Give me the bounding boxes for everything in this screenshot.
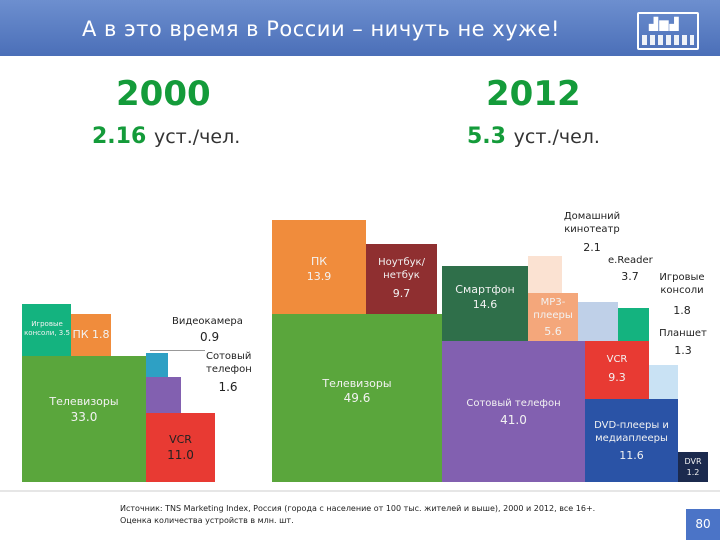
year-2000: 2000 (116, 74, 211, 114)
label-2012-dvd: DVD-плееры и медиаплееры (594, 420, 669, 444)
block-2000-tv (22, 356, 146, 482)
leader-line-camcorder (150, 350, 205, 351)
block-2012-mp3 (528, 293, 578, 341)
block-2012-ereader (578, 302, 618, 341)
label-2012-consoles: Игровые консоли (659, 272, 705, 296)
label-2012-smartphone: Смартфон (455, 283, 515, 296)
label-2012-mobile: Сотовый телефон (466, 398, 561, 409)
label-2000-mobile: Сотовый телефон (206, 351, 252, 375)
label-2012-tv: Телевизоры (322, 377, 392, 390)
label-2012-ereader: e.Reader (608, 255, 653, 266)
value-2012-smartphone: 14.6 (472, 298, 498, 311)
value-2012-tablet: 1.3 (674, 344, 692, 357)
value-2000-vcr: 11.0 (167, 448, 194, 462)
header-bar (0, 0, 720, 56)
block-2012-consoles (618, 308, 649, 341)
value-2012-tv: 49.6 (343, 391, 371, 405)
block-2012-tv (272, 314, 442, 482)
footer-divider (0, 490, 720, 492)
block-2012-smartphone (442, 266, 528, 341)
page-number-badge: 80 (686, 509, 720, 540)
label-2000-consoles: Игровые консоли, 3.5 (24, 320, 70, 337)
devices-per-person-2012: 5.3 уст./чел. (467, 124, 600, 149)
block-2012-home-theater (528, 256, 562, 293)
block-2000-mobile (146, 377, 181, 413)
value-2012-laptop: 9.7 (392, 287, 411, 300)
value-2012-pc: 13.9 (306, 270, 332, 283)
block-2000-consoles (22, 304, 71, 356)
value-2012-ereader: 3.7 (621, 270, 639, 283)
label-2000-vcr: VCR (169, 433, 192, 446)
block-2000-pc (71, 314, 111, 356)
value-2012-dvd: 11.6 (619, 449, 644, 462)
logo: ▟▆▟ (637, 12, 699, 50)
block-2012-laptop (366, 244, 437, 314)
devices-per-person-2000: 2.16 уст./чел. (92, 124, 241, 149)
block-2012-dvd (585, 399, 678, 482)
source-note: Источник: TNS Marketing Index, Россия (г… (120, 504, 596, 525)
block-2000-camcorder (146, 353, 168, 377)
label-2012-pc: ПК (310, 255, 328, 268)
slide-title: А в это время в России – ничуть не хуже! (82, 17, 560, 41)
block-2012-vcr (585, 341, 649, 399)
label-2000-pc: ПК 1.8 (72, 328, 110, 341)
value-2012-mobile: 41.0 (500, 413, 527, 427)
value-2012-home-theater: 2.1 (583, 241, 601, 254)
label-2000-camcorder: Видеокамера (172, 316, 243, 327)
block-2012-pc (272, 220, 366, 314)
label-2000-tv: Телевизоры (49, 395, 119, 408)
block-2012-mobile (442, 341, 585, 482)
value-2000-tv: 33.0 (70, 410, 98, 424)
block-2012-tablet (649, 365, 678, 399)
label-2012-mp3: МР3-плееры (533, 297, 573, 321)
label-2012-laptop: Ноутбук/ нетбук (378, 257, 425, 281)
value-2012-mp3: 5.6 (544, 325, 562, 338)
value-2012-vcr: 9.3 (608, 371, 626, 384)
value-2000-mobile: 1.6 (218, 380, 238, 394)
value-2000-camcorder: 0.9 (200, 330, 220, 344)
block-2012-dvr (678, 452, 708, 482)
label-2012-tablet: Планшет (659, 328, 707, 339)
year-2012: 2012 (486, 74, 581, 114)
value-2012-dvr: 1.2 (686, 468, 700, 477)
label-2012-dvr: DVR (684, 457, 702, 466)
label-2012-home-theater: Домашний кинотеатр (563, 211, 621, 235)
value-2012-consoles: 1.8 (673, 304, 691, 317)
label-2012-vcr: VCR (606, 354, 628, 365)
block-2000-vcr (146, 413, 215, 482)
page-number: 80 (695, 517, 711, 531)
